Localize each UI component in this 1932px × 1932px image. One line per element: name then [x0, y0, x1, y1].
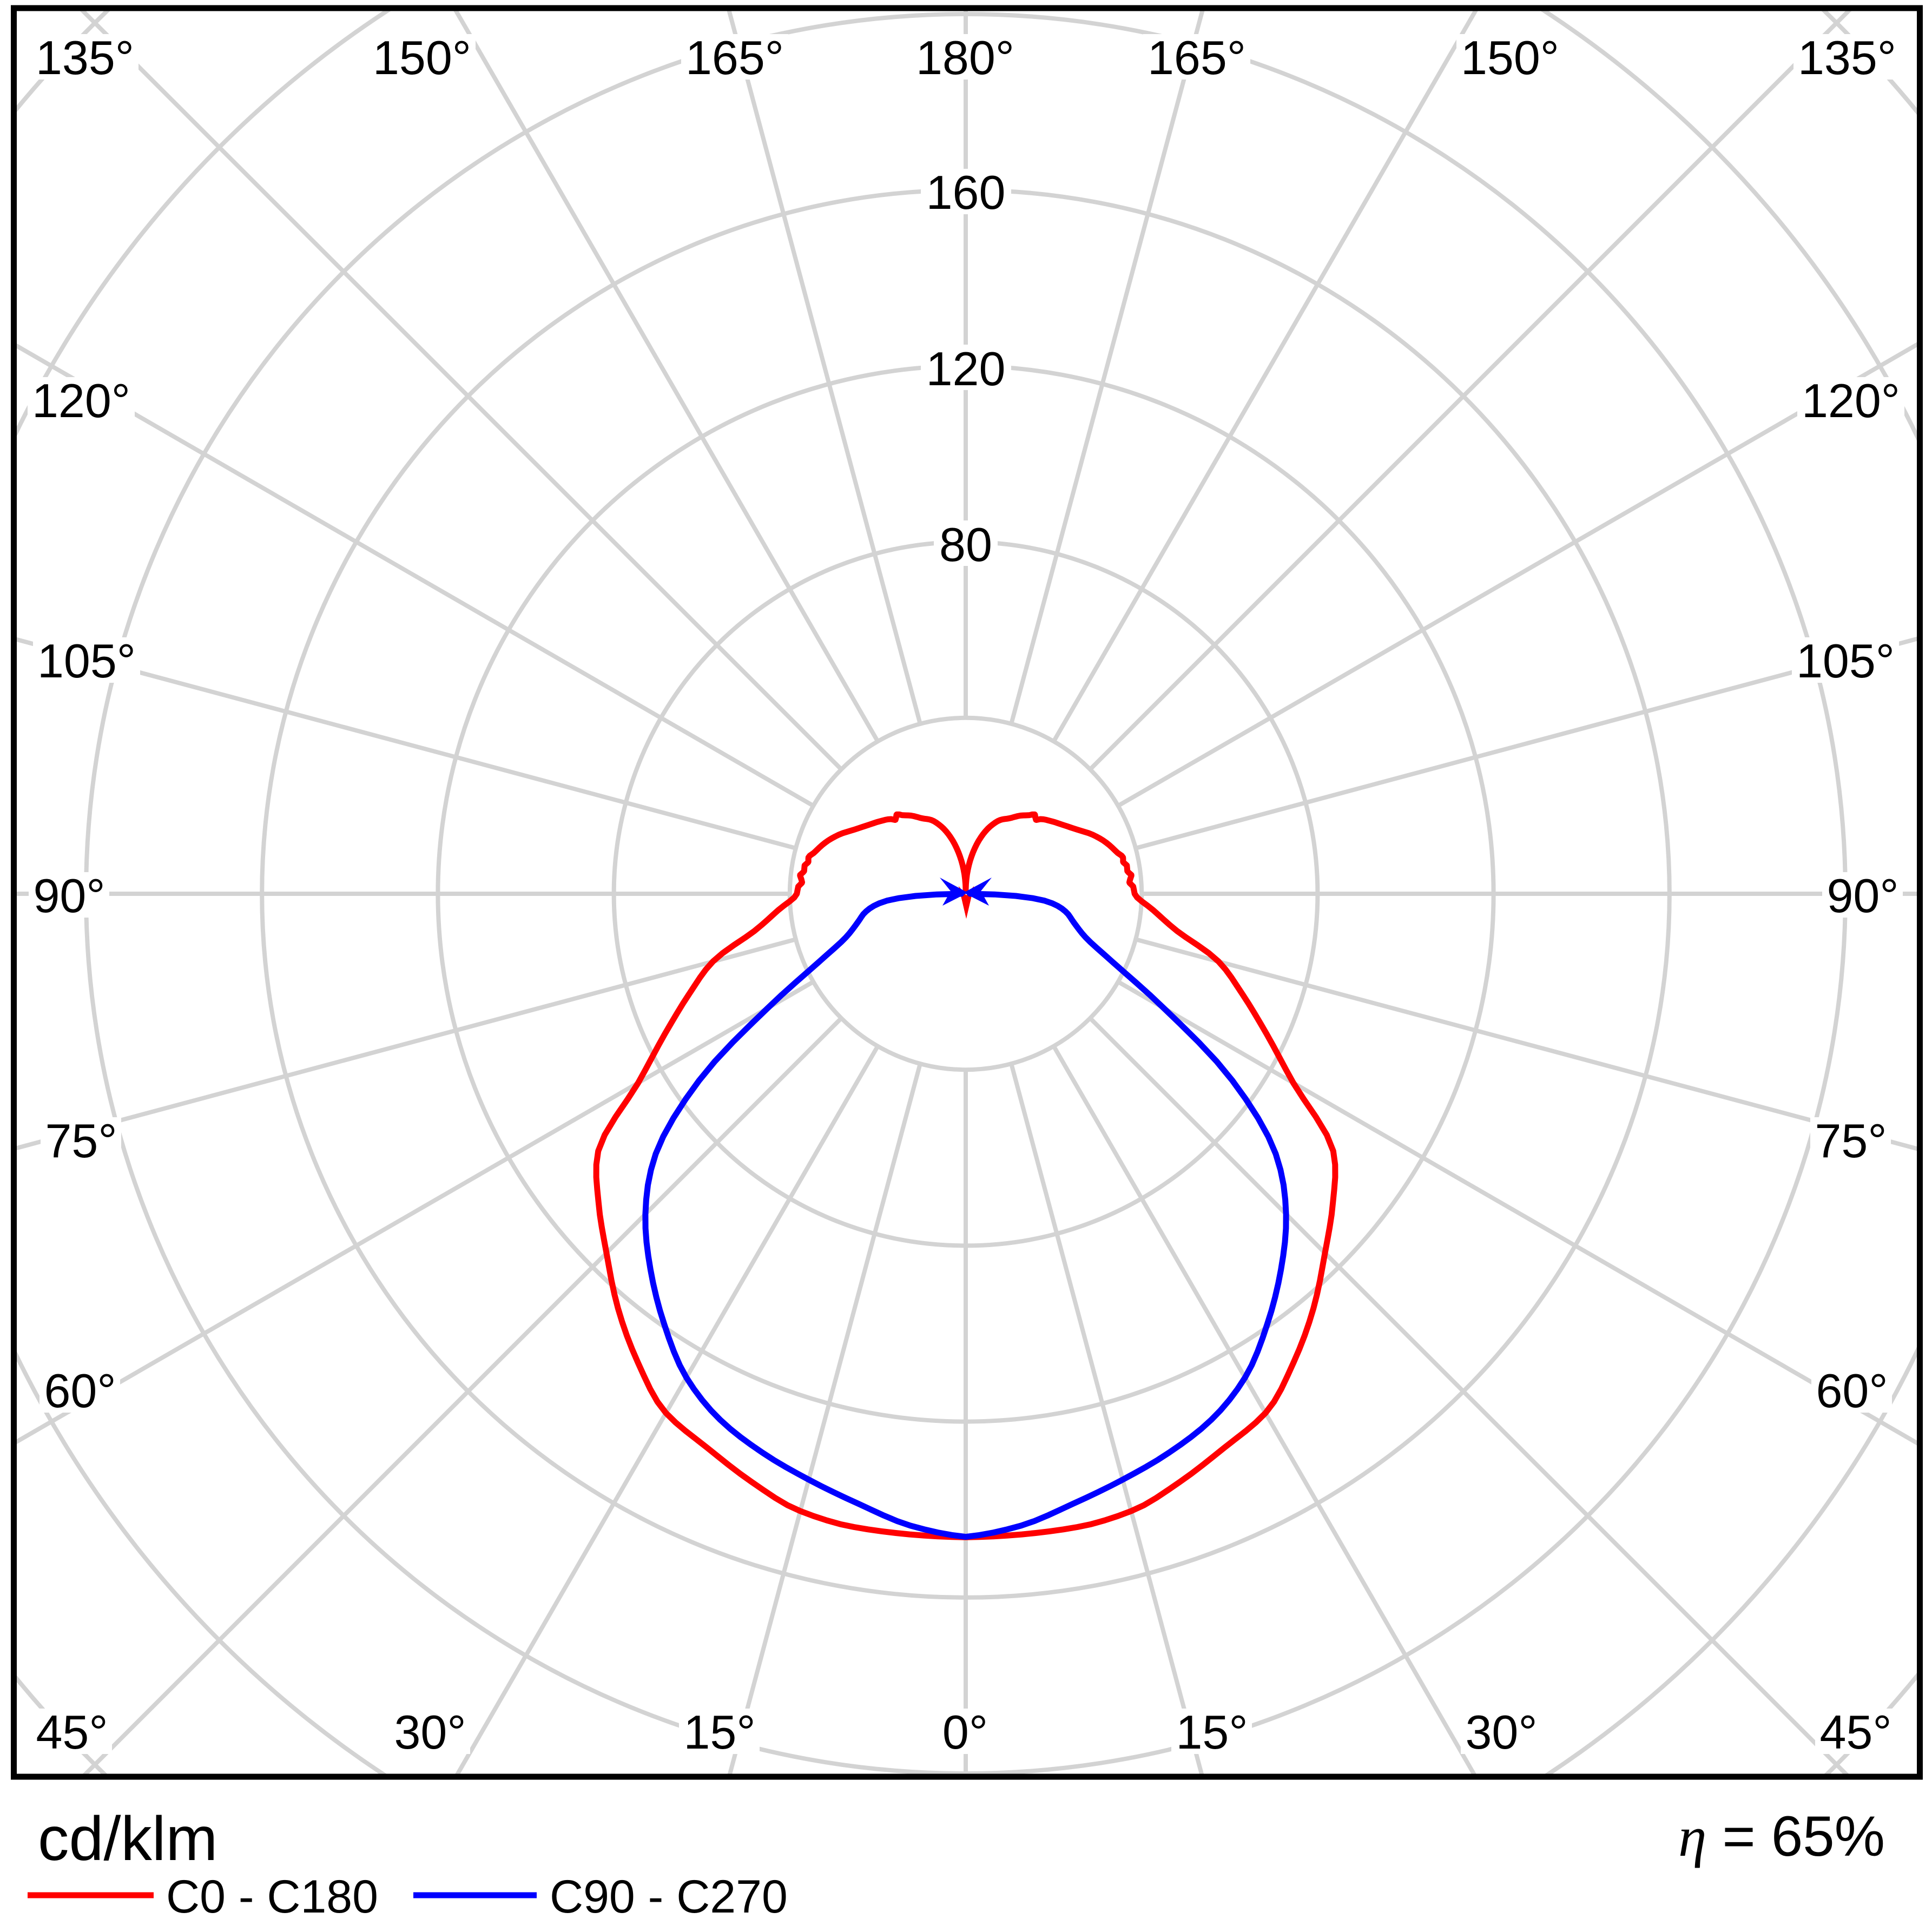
svg-text:105°: 105° [37, 634, 136, 688]
svg-text:165°: 165° [1148, 31, 1246, 84]
svg-text:120°: 120° [1802, 374, 1900, 427]
svg-text:135°: 135° [36, 31, 134, 84]
svg-text:150°: 150° [1461, 31, 1559, 84]
svg-text:60°: 60° [1816, 1364, 1888, 1417]
svg-text:45°: 45° [1819, 1705, 1891, 1759]
svg-text:C0 - C180: C0 - C180 [166, 1871, 378, 1923]
svg-text:75°: 75° [1815, 1114, 1887, 1168]
svg-text:30°: 30° [394, 1705, 466, 1759]
svg-text:45°: 45° [36, 1705, 108, 1759]
svg-text:105°: 105° [1796, 634, 1895, 688]
svg-text:60°: 60° [44, 1364, 116, 1417]
svg-text:15°: 15° [1176, 1705, 1248, 1759]
svg-text:cd/klm: cd/klm [38, 1804, 217, 1874]
svg-text:120°: 120° [32, 374, 130, 427]
svg-text:75°: 75° [45, 1114, 117, 1168]
svg-text:80: 80 [939, 518, 992, 571]
svg-text:165°: 165° [685, 31, 784, 84]
svg-text:180°: 180° [916, 31, 1014, 84]
svg-text:160: 160 [926, 166, 1006, 219]
svg-text:90°: 90° [1827, 869, 1898, 922]
svg-text:150°: 150° [373, 31, 471, 84]
svg-text:90°: 90° [33, 869, 105, 922]
svg-text:η = 65%: η = 65% [1678, 1805, 1885, 1868]
svg-text:C90 - C270: C90 - C270 [550, 1871, 788, 1923]
svg-text:0°: 0° [942, 1705, 988, 1759]
svg-text:135°: 135° [1798, 31, 1896, 84]
svg-text:120: 120 [926, 342, 1006, 395]
svg-text:15°: 15° [683, 1705, 755, 1759]
svg-text:30°: 30° [1465, 1705, 1537, 1759]
